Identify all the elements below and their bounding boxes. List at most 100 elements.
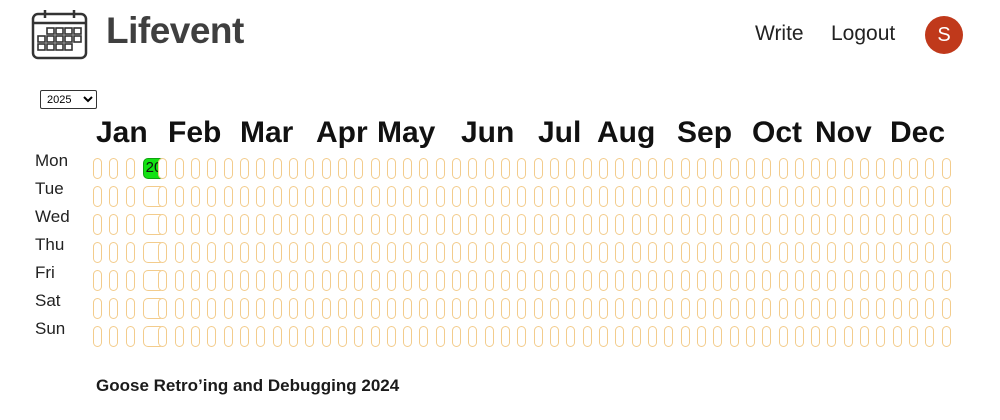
day-cell[interactable] — [256, 298, 266, 319]
day-cell[interactable] — [370, 298, 380, 319]
day-cell[interactable] — [680, 298, 690, 319]
day-cell[interactable] — [892, 270, 902, 291]
day-cell[interactable] — [843, 186, 853, 207]
day-cell[interactable] — [811, 186, 821, 207]
day-cell[interactable] — [680, 158, 690, 179]
day-cell[interactable] — [158, 186, 168, 207]
day-cell[interactable] — [860, 214, 870, 235]
day-cell[interactable] — [321, 186, 331, 207]
day-cell[interactable] — [647, 186, 657, 207]
day-cell[interactable] — [354, 326, 364, 347]
day-cell[interactable] — [256, 242, 266, 263]
day-cell[interactable] — [925, 186, 935, 207]
day-cell[interactable] — [158, 214, 168, 235]
day-cell[interactable] — [892, 326, 902, 347]
day-cell[interactable] — [109, 214, 119, 235]
day-cell[interactable] — [909, 326, 918, 347]
day-cell[interactable] — [892, 242, 902, 263]
day-cell[interactable] — [386, 326, 396, 347]
day-cell[interactable] — [615, 326, 625, 347]
day-cell[interactable] — [745, 214, 755, 235]
day-cell[interactable] — [370, 186, 380, 207]
day-cell[interactable] — [811, 298, 821, 319]
day-cell[interactable] — [762, 326, 772, 347]
day-cell[interactable] — [696, 214, 706, 235]
day-cell[interactable] — [207, 186, 217, 207]
day-cell[interactable] — [582, 326, 592, 347]
day-cell[interactable] — [239, 242, 249, 263]
day-cell[interactable] — [501, 298, 510, 319]
day-cell[interactable] — [337, 298, 347, 319]
day-cell[interactable] — [174, 214, 184, 235]
day-cell[interactable] — [550, 214, 559, 235]
day-cell[interactable] — [827, 214, 837, 235]
day-cell[interactable] — [256, 270, 266, 291]
day-cell[interactable] — [125, 270, 135, 291]
day-cell[interactable] — [93, 326, 102, 347]
day-cell[interactable] — [696, 298, 706, 319]
day-cell[interactable] — [762, 214, 772, 235]
day-cell[interactable] — [680, 270, 690, 291]
day-cell[interactable] — [843, 242, 853, 263]
day-cell[interactable] — [631, 186, 641, 207]
day-cell[interactable] — [696, 158, 706, 179]
day-cell[interactable] — [762, 186, 772, 207]
day-cell[interactable] — [680, 326, 690, 347]
day-cell[interactable] — [598, 242, 608, 263]
day-cell[interactable] — [729, 158, 739, 179]
day-cell[interactable] — [762, 158, 772, 179]
day-cell[interactable] — [337, 270, 347, 291]
day-cell[interactable] — [468, 214, 478, 235]
day-cell[interactable] — [288, 158, 298, 179]
day-cell[interactable] — [321, 270, 331, 291]
day-cell[interactable] — [909, 298, 918, 319]
day-cell[interactable] — [403, 270, 413, 291]
day-cell[interactable] — [566, 326, 576, 347]
day-cell[interactable] — [647, 326, 657, 347]
day-cell[interactable] — [598, 158, 608, 179]
day-cell[interactable] — [305, 326, 315, 347]
day-cell[interactable] — [386, 242, 396, 263]
day-cell[interactable] — [484, 242, 494, 263]
day-cell[interactable] — [484, 186, 494, 207]
day-cell[interactable] — [403, 298, 413, 319]
day-cell[interactable] — [811, 214, 821, 235]
day-cell[interactable] — [615, 298, 625, 319]
day-cell[interactable] — [811, 270, 821, 291]
day-cell[interactable] — [876, 270, 886, 291]
day-cell[interactable] — [337, 214, 347, 235]
day-cell[interactable] — [729, 214, 739, 235]
day-cell[interactable] — [713, 242, 723, 263]
day-cell[interactable] — [386, 214, 396, 235]
day-cell[interactable] — [223, 326, 233, 347]
day-cell[interactable] — [582, 214, 592, 235]
day-cell[interactable] — [484, 270, 494, 291]
day-cell[interactable] — [876, 242, 886, 263]
day-cell[interactable] — [207, 326, 217, 347]
day-cell[interactable] — [762, 242, 772, 263]
day-cell[interactable] — [484, 298, 494, 319]
day-cell[interactable] — [288, 298, 298, 319]
day-cell[interactable] — [778, 158, 788, 179]
day-cell[interactable] — [239, 186, 249, 207]
day-cell[interactable] — [435, 326, 445, 347]
day-cell[interactable] — [729, 186, 739, 207]
day-cell[interactable] — [827, 242, 837, 263]
day-cell[interactable] — [158, 298, 168, 319]
day-cell[interactable] — [419, 186, 429, 207]
day-cell[interactable] — [550, 326, 559, 347]
day-cell[interactable] — [370, 158, 380, 179]
day-cell[interactable] — [223, 186, 233, 207]
day-cell[interactable] — [517, 270, 527, 291]
day-cell[interactable] — [517, 186, 527, 207]
day-cell[interactable] — [517, 158, 527, 179]
day-cell[interactable] — [288, 270, 298, 291]
day-cell[interactable] — [680, 242, 690, 263]
day-cell[interactable] — [452, 186, 462, 207]
day-cell[interactable] — [696, 242, 706, 263]
day-cell[interactable] — [501, 270, 510, 291]
day-cell[interactable] — [827, 270, 837, 291]
day-cell[interactable] — [843, 298, 853, 319]
day-cell[interactable] — [941, 186, 951, 207]
day-cell[interactable] — [109, 270, 119, 291]
